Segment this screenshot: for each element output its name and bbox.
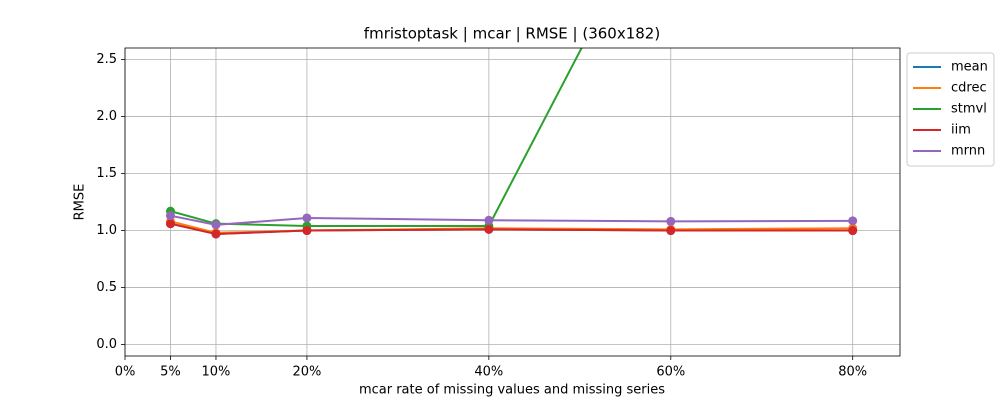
y-tick-label: 1.0 — [96, 223, 117, 238]
point — [165, 211, 175, 221]
point — [165, 219, 175, 229]
x-tick-label: 20% — [292, 365, 321, 380]
y-tick-label: 1.5 — [96, 166, 117, 181]
point — [848, 226, 858, 236]
x-tick-label: 0% — [115, 365, 136, 380]
plot-frame — [124, 47, 901, 357]
x-tick-label: 5% — [160, 365, 181, 380]
point — [211, 220, 221, 230]
point — [666, 216, 676, 226]
point — [484, 215, 494, 225]
point — [302, 226, 312, 236]
y-tick-label: 0.5 — [96, 280, 117, 295]
point — [484, 224, 494, 234]
legend-label: stmvl — [951, 102, 987, 117]
point — [302, 213, 312, 223]
plot-area — [165, 48, 858, 239]
legend-label: mean — [951, 60, 988, 75]
point — [666, 226, 676, 236]
y-axis-label: RMSE — [73, 184, 88, 221]
chart-title: fmristoptask | mcar | RMSE | (360x182) — [364, 25, 660, 43]
series-line — [170, 222, 853, 235]
y-tick-label: 2.0 — [96, 109, 117, 124]
x-tick-label: 60% — [656, 365, 685, 380]
legend-label: cdrec — [951, 81, 987, 96]
series-line — [170, 48, 583, 227]
point — [848, 216, 858, 226]
x-tick-label: 40% — [474, 365, 503, 380]
legend-box — [906, 52, 995, 167]
x-tick-label: 80% — [838, 365, 867, 380]
y-tick-label: 0.0 — [96, 337, 117, 352]
point — [211, 229, 221, 239]
x-axis-label: mcar rate of missing values and missing … — [359, 383, 665, 398]
x-tick-label: 10% — [202, 365, 231, 380]
legend-label: mrnn — [951, 144, 985, 159]
series-line — [170, 214, 853, 226]
legend-label: iim — [951, 123, 971, 138]
y-tick-label: 2.5 — [96, 52, 117, 67]
